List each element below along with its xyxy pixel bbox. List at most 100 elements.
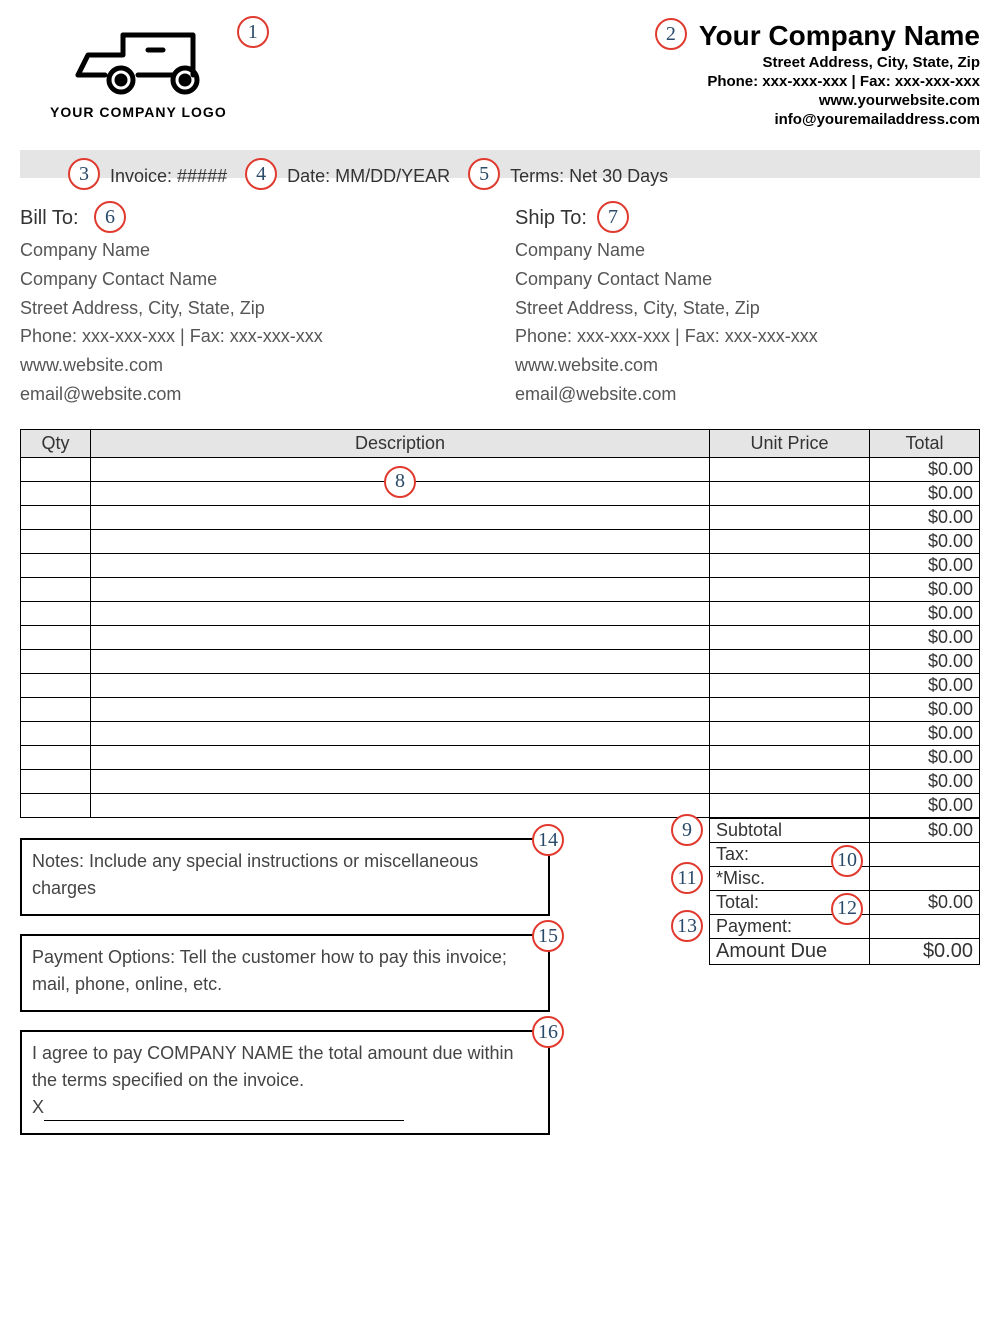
cell-unit[interactable] xyxy=(710,601,870,625)
agreement-text: I agree to pay COMPANY NAME the total am… xyxy=(32,1043,514,1090)
cell-qty[interactable] xyxy=(21,793,91,817)
cell-unit[interactable] xyxy=(710,505,870,529)
table-row: $0.00 xyxy=(21,553,980,577)
cell-qty[interactable] xyxy=(21,769,91,793)
bill-to-email: email@website.com xyxy=(20,380,485,409)
cell-total: $0.00 xyxy=(870,553,980,577)
th-desc: Description xyxy=(91,429,710,457)
cell-unit[interactable] xyxy=(710,625,870,649)
cell-unit[interactable] xyxy=(710,553,870,577)
table-row: $0.00 xyxy=(21,457,980,481)
cell-unit[interactable] xyxy=(710,769,870,793)
cell-qty[interactable] xyxy=(21,553,91,577)
company-email: info@youremailaddress.com xyxy=(699,111,980,128)
th-total: Total xyxy=(870,429,980,457)
cell-qty[interactable] xyxy=(21,673,91,697)
signature-line[interactable] xyxy=(44,1120,404,1121)
table-row: $0.00 xyxy=(21,793,980,817)
cell-desc[interactable] xyxy=(91,601,710,625)
marker-11: 11 xyxy=(671,862,703,894)
cell-desc[interactable] xyxy=(91,697,710,721)
ship-to-contact: Company Contact Name xyxy=(515,265,980,294)
cell-unit[interactable] xyxy=(710,697,870,721)
cell-desc[interactable] xyxy=(91,673,710,697)
cell-desc[interactable] xyxy=(91,577,710,601)
cell-desc[interactable] xyxy=(91,553,710,577)
cell-unit[interactable] xyxy=(710,529,870,553)
amount-due-label: Amount Due xyxy=(710,938,870,964)
cell-qty[interactable] xyxy=(21,577,91,601)
cell-total: $0.00 xyxy=(870,697,980,721)
cell-total: $0.00 xyxy=(870,673,980,697)
payment-value xyxy=(870,914,980,938)
table-row: $0.00 xyxy=(21,745,980,769)
cell-unit[interactable] xyxy=(710,577,870,601)
bill-to-contact: Company Contact Name xyxy=(20,265,485,294)
cell-desc[interactable] xyxy=(91,769,710,793)
ship-to-title: Ship To: 7 xyxy=(515,207,980,230)
cell-qty[interactable] xyxy=(21,601,91,625)
company-phone-fax: Phone: xxx-xxx-xxx | Fax: xxx-xxx-xxx xyxy=(699,73,980,90)
notes-box: 14 Notes: Include any special instructio… xyxy=(20,838,550,916)
cell-unit[interactable] xyxy=(710,649,870,673)
bill-to-address: Street Address, City, State, Zip xyxy=(20,294,485,323)
cell-total: $0.00 xyxy=(870,625,980,649)
cell-desc[interactable] xyxy=(91,793,710,817)
logo-caption: YOUR COMPANY LOGO xyxy=(50,104,227,120)
cell-desc[interactable] xyxy=(91,505,710,529)
cell-qty[interactable] xyxy=(21,745,91,769)
table-row: $0.00 xyxy=(21,505,980,529)
cell-desc[interactable] xyxy=(91,625,710,649)
cell-qty[interactable] xyxy=(21,697,91,721)
ship-to-phone-fax: Phone: xxx-xxx-xxx | Fax: xxx-xxx-xxx xyxy=(515,322,980,351)
table-row: $0.00 xyxy=(21,673,980,697)
cell-desc[interactable] xyxy=(91,745,710,769)
cell-qty[interactable] xyxy=(21,457,91,481)
cell-unit[interactable] xyxy=(710,457,870,481)
cell-desc[interactable] xyxy=(91,649,710,673)
marker-4: 4 xyxy=(245,158,277,190)
marker-14: 14 xyxy=(532,824,564,856)
cell-total: $0.00 xyxy=(870,649,980,673)
invoice-date-text: Date: MM/DD/YEAR xyxy=(287,166,450,186)
table-row: $0.00 xyxy=(21,697,980,721)
marker-10: 10 xyxy=(831,845,863,877)
cell-qty[interactable] xyxy=(21,625,91,649)
totals-column: 9 Subtotal $0.00 Tax: 10 11 *Misc. xyxy=(550,818,980,965)
cell-qty[interactable] xyxy=(21,529,91,553)
cell-total: $0.00 xyxy=(870,721,980,745)
table-row: $0.00 xyxy=(21,529,980,553)
company-address: Street Address, City, State, Zip xyxy=(699,54,980,71)
cell-total: $0.00 xyxy=(870,745,980,769)
invoice-number-text: Invoice: ##### xyxy=(110,166,227,186)
cell-total: $0.00 xyxy=(870,457,980,481)
marker-1: 1 xyxy=(237,16,269,48)
amount-due-value: $0.00 xyxy=(870,938,980,964)
left-boxes: 14 Notes: Include any special instructio… xyxy=(20,818,550,1153)
cell-unit[interactable] xyxy=(710,745,870,769)
cell-desc[interactable] xyxy=(91,721,710,745)
bill-to-name: Company Name xyxy=(20,236,485,265)
cell-unit[interactable] xyxy=(710,673,870,697)
agreement-box: 16 I agree to pay COMPANY NAME the total… xyxy=(20,1030,550,1135)
th-qty: Qty xyxy=(21,429,91,457)
marker-12: 12 xyxy=(831,893,863,925)
cell-qty[interactable] xyxy=(21,649,91,673)
company-info: 2 Your Company Name Street Address, City… xyxy=(699,20,980,130)
cell-total: $0.00 xyxy=(870,793,980,817)
cell-desc[interactable] xyxy=(91,529,710,553)
cell-unit[interactable] xyxy=(710,721,870,745)
marker-7: 7 xyxy=(597,201,629,233)
cell-unit[interactable] xyxy=(710,481,870,505)
payment-options-box: 15 Payment Options: Tell the customer ho… xyxy=(20,934,550,1012)
misc-value xyxy=(870,866,980,890)
cell-qty[interactable] xyxy=(21,505,91,529)
marker-13: 13 xyxy=(671,910,703,942)
cell-desc[interactable]: 8 xyxy=(91,481,710,505)
cell-qty[interactable] xyxy=(21,721,91,745)
cell-qty[interactable] xyxy=(21,481,91,505)
table-row: $0.00 xyxy=(21,625,980,649)
cell-unit[interactable] xyxy=(710,793,870,817)
marker-8: 8 xyxy=(384,466,416,498)
bill-to-website: www.website.com xyxy=(20,351,485,380)
